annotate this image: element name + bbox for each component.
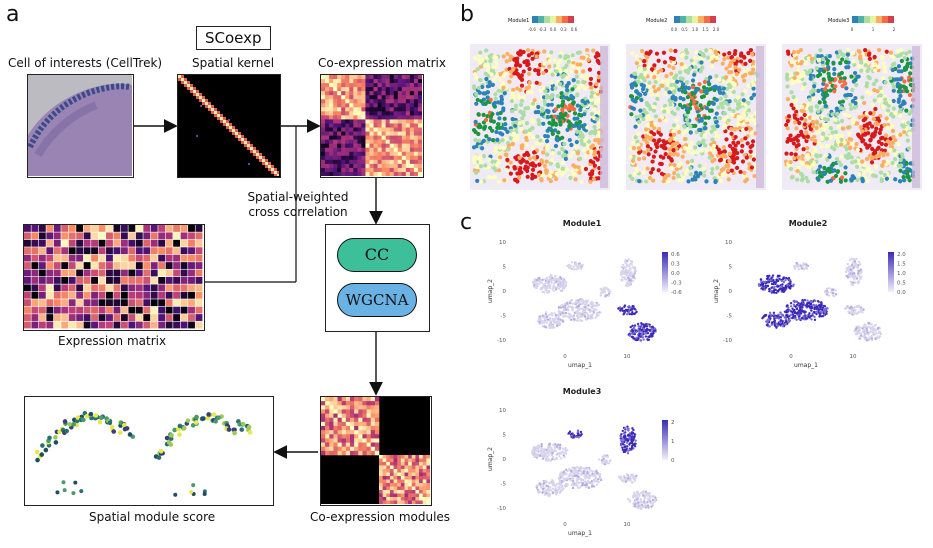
umap-ytick: 5: [503, 265, 507, 271]
umap-xtick: 0: [789, 354, 793, 360]
umap-ylabel: umap_2: [487, 279, 494, 303]
umap-ytick: 10: [725, 240, 732, 246]
umap-ytick: -5: [727, 314, 733, 320]
spatial-weighted-label: Spatial-weighted cross correlation: [236, 190, 360, 220]
umap-legend-tick: 1.0: [897, 271, 906, 277]
umap-xtick: 10: [624, 522, 631, 528]
wgcna-pill: WGCNA: [337, 283, 417, 317]
spatial-weighted-line1: Spatial-weighted: [247, 190, 349, 204]
umap-legend-tick: 0.6: [671, 252, 680, 258]
spatial-map-tick: 2: [893, 27, 896, 32]
spatial-kernel-matrix: [177, 74, 281, 178]
coexp-matrix: [320, 74, 424, 178]
umap-legend-tick: 0.0: [897, 290, 906, 296]
umap-xtick: 10: [850, 354, 857, 360]
panel-c-letter: c: [460, 210, 473, 235]
umap-ytick: -5: [501, 314, 507, 320]
spatial-map-tick: -0.3: [539, 27, 547, 32]
umap-xlabel: umap_1: [794, 362, 818, 369]
expression-matrix-label: Expression matrix: [58, 334, 167, 348]
spatial-map-2: 0.0 0.5 1.0 1.5 2.0 Module2: [622, 12, 770, 192]
spatial-map-tick: 0.0: [671, 27, 678, 32]
spatial-map-1: -0.6 -0.3 0.0 0.3 0.6 Module1: [466, 12, 614, 192]
panel-b-letter: b: [460, 2, 474, 27]
spatial-map-tick: 0.3: [560, 27, 567, 32]
scoexp-title: SCoexp: [196, 26, 271, 50]
spatial-map-tick: 1.0: [692, 27, 699, 32]
tissue-image: [27, 74, 134, 178]
umap-title: Module2: [789, 219, 828, 228]
spatial-map-tick: 0.5: [681, 27, 688, 32]
umap-plots: Module1 10 5 0 -5 -10 0 10 umap_1 umap_2 0.6 0.3 0.0…: [470, 212, 930, 546]
spatial-module-score-plot: [24, 396, 274, 506]
umap-legend-tick: 1: [671, 439, 675, 445]
spatial-map-tick: 1.5: [702, 27, 709, 32]
umap-legend-tick: 0.5: [897, 281, 906, 287]
umap-ytick: 0: [503, 289, 507, 295]
umap-legend-tick: 0.3: [671, 262, 680, 268]
umap-ytick: 0: [729, 289, 733, 295]
spatial-map-tick: -0.6: [528, 27, 536, 32]
spatial-map-tick: 2.0: [713, 27, 720, 32]
cell-of-interest-label: Cell of interests (CellTrek): [8, 56, 163, 70]
spatial-map-tick: 1: [872, 27, 875, 32]
umap-ytick: -5: [501, 482, 507, 488]
umap-ytick: 5: [729, 265, 733, 271]
spatial-module-score-label: Spatial module score: [89, 510, 216, 524]
spatial-maps: -0.6 -0.3 0.0 0.3 0.6 Module1 0.0 0.5 1.0 1.5 2.0 M…: [466, 12, 928, 192]
coexp-matrix-label: Co-expression matrix: [318, 56, 446, 70]
spatial-map-3: 0 1 2 Module3: [778, 12, 926, 192]
expression-matrix: [23, 224, 205, 331]
umap-legend-tick: 0: [671, 458, 675, 464]
coexp-modules-matrix: [320, 396, 432, 506]
umap-plot-1: Module1 10 5 0 -5 -10 0 10 umap_1 umap_2 0.6 0.3 0.0…: [470, 212, 696, 378]
spatial-map-tick: 0.0: [550, 27, 557, 32]
umap-plot-3: Module3 10 5 0 -5 -10 0 10 umap_1 umap_2 2 1 0: [470, 380, 696, 546]
umap-xtick: 10: [624, 354, 631, 360]
umap-legend-tick: 2: [671, 420, 675, 426]
umap-ylabel: umap_2: [487, 447, 494, 471]
umap-ytick: 0: [503, 457, 507, 463]
umap-xlabel: umap_1: [568, 530, 592, 537]
method-box: CC WGCNA: [325, 224, 430, 332]
spatial-map-tick: 0: [851, 27, 854, 32]
umap-title: Module1: [563, 219, 602, 228]
umap-ylabel: umap_2: [713, 279, 720, 303]
umap-xlabel: umap_1: [568, 362, 592, 369]
umap-legend-tick: -0.3: [671, 281, 682, 287]
spatial-map-tick: 0.6: [571, 27, 578, 32]
coexp-modules-label: Co-expression modules: [310, 510, 451, 524]
umap-legend-tick: 2.0: [897, 252, 906, 258]
spatial-weighted-line2: cross correlation: [248, 205, 348, 219]
umap-legend-tick: -0.6: [671, 290, 682, 296]
panel-a-letter: a: [6, 2, 20, 27]
umap-ytick: 10: [499, 240, 506, 246]
umap-plot-2: Module2 10 5 0 -5 -10 0 10 umap_1 umap_2 2.0 1.5 1.0…: [696, 212, 922, 378]
umap-xtick: 0: [563, 354, 567, 360]
umap-ytick: -10: [723, 338, 732, 344]
umap-ytick: -10: [497, 338, 506, 344]
umap-ytick: -10: [497, 506, 506, 512]
umap-ytick: 5: [503, 433, 507, 439]
umap-ytick: 10: [499, 408, 506, 414]
spatial-map-legend-title: Module3: [828, 18, 850, 24]
umap-xtick: 0: [563, 522, 567, 528]
cc-pill: CC: [337, 238, 417, 272]
spatial-map-legend-title: Module2: [646, 18, 668, 24]
umap-legend-tick: 1.5: [897, 262, 906, 268]
umap-title: Module3: [563, 387, 602, 396]
panel-a-arrows: [134, 119, 383, 459]
spatial-kernel-label: Spatial kernel: [192, 56, 275, 70]
umap-legend-tick: 0.0: [671, 271, 680, 277]
spatial-map-legend-title: Module1: [508, 18, 530, 24]
